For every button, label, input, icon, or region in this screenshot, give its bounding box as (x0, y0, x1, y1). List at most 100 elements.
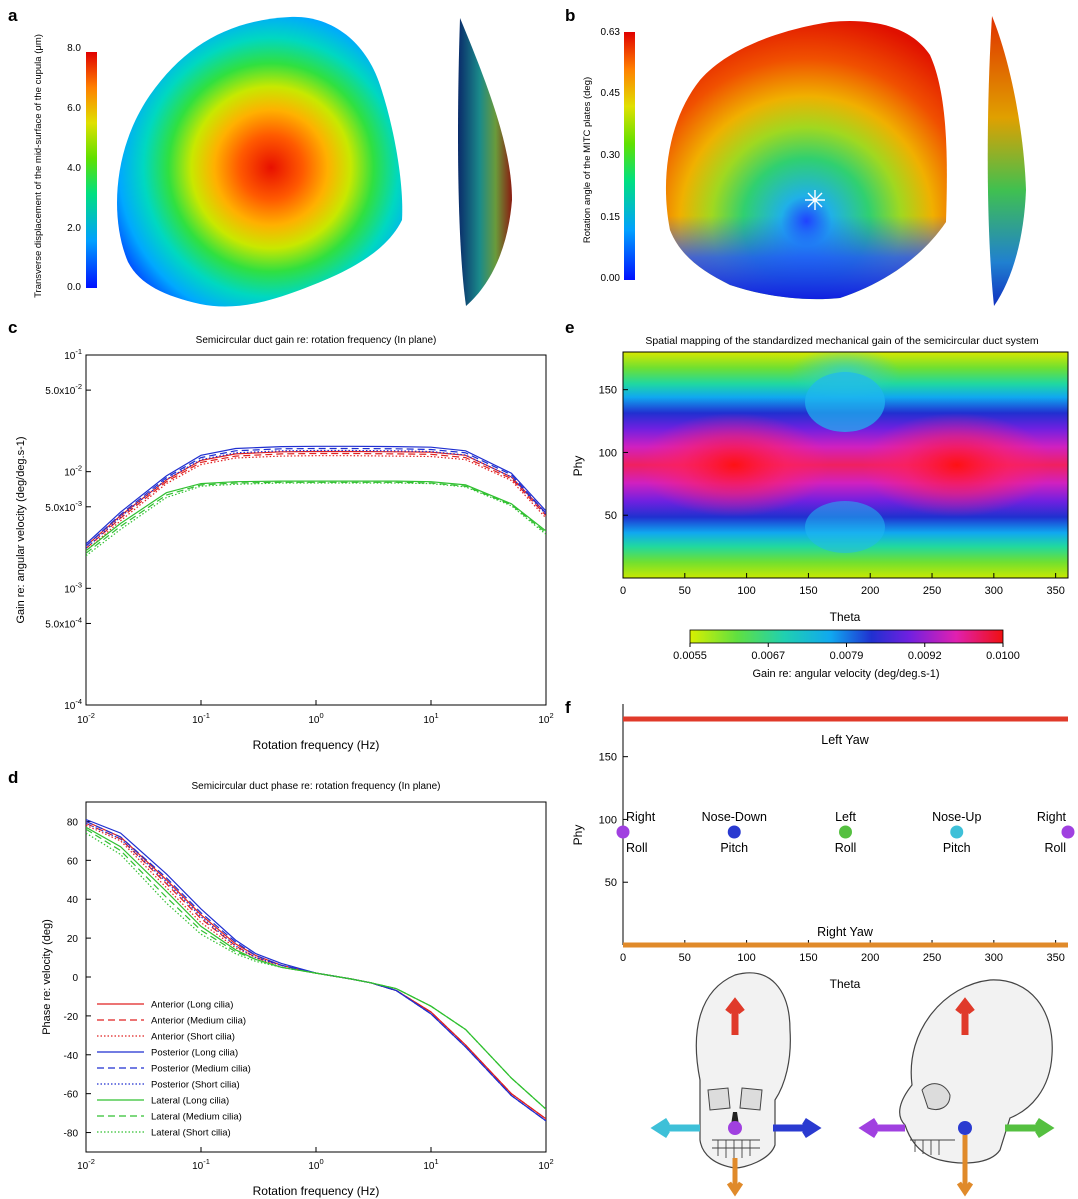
chart-c-xtick-label: 101 (423, 711, 438, 726)
heatmap-bottom-dip (805, 501, 885, 553)
heatmap-maximum (639, 413, 830, 517)
colorbar-e-label: Gain re: angular velocity (deg/deg.s-1) (752, 668, 939, 680)
chart-f-ticks: 0 50 100 150 200 250 300 350 150 100 50 (599, 752, 1065, 964)
arrow-right-icon (1005, 1118, 1055, 1138)
chart-d-ytick-label: -40 (64, 1051, 79, 1062)
skull-front-teeth (712, 1139, 760, 1160)
colorbar-e-tick-label: 0.0079 (830, 650, 864, 662)
colorbar-e (689, 629, 1004, 644)
chart-e-ytick-label: 150 (599, 385, 617, 397)
chart-d-series-line (86, 832, 546, 1110)
arrow-down-icon (956, 1135, 974, 1197)
chart-c-ytick-label: 5.0x10-3 (45, 499, 82, 514)
rotation-center-marker (805, 190, 825, 210)
chart-c-ytick-label: 5.0x10-4 (45, 615, 82, 630)
chart-c-ytick-label: 5.0x10-2 (45, 382, 82, 397)
arrow-up-icon (725, 997, 745, 1035)
chart-e-ylabel: Phy (571, 456, 585, 477)
skull-front-icon (650, 972, 822, 1197)
panel-letter-b: b (565, 6, 576, 25)
chart-d-xtick-label: 100 (308, 1157, 323, 1172)
colorbar-b-tick: 0.45 (601, 88, 621, 99)
chart-f-xtick-label: 50 (679, 952, 691, 964)
chart-d-series (86, 818, 546, 1122)
cupula-side-view (458, 18, 512, 306)
rotation-axis-point (950, 825, 964, 839)
colorbar-b-tick: 0.30 (601, 150, 621, 161)
chart-d-ytick-label: -20 (64, 1012, 79, 1023)
panel-b: 0.63 0.45 0.30 0.15 0.00 Rotation angle … (582, 16, 1026, 306)
rotation-axis-dot (958, 1121, 972, 1135)
chart-f-xtick-label: 250 (923, 952, 941, 964)
chart-d-series-line (86, 822, 546, 1120)
colorbar-a-tick: 0.0 (67, 282, 81, 293)
chart-e-ytick-label: 50 (605, 510, 617, 522)
panel-f: 0 50 100 150 200 250 300 350 150 100 50 Left Yaw R… (571, 704, 1075, 991)
chart-f-xlabel: Theta (830, 977, 861, 991)
chart-f-xtick-label: 200 (861, 952, 879, 964)
chart-f-ylabel: Phy (571, 825, 585, 846)
chart-c-series-line (86, 452, 546, 549)
chart-d-ytick-label: 80 (67, 817, 79, 828)
chart-d-ylabel: Phase re: velocity (deg) (41, 919, 53, 1035)
panel-letter-d: d (8, 768, 19, 787)
left-yaw-label: Left Yaw (821, 733, 869, 747)
chart-e-xtick-label: 200 (861, 585, 879, 597)
colorbar-a-label: Transverse displacement of the mid-surfa… (33, 34, 44, 298)
colorbar-a-tick: 2.0 (67, 223, 81, 234)
legend-entry: Anterior (Short cilia) (151, 1032, 235, 1043)
rotation-axis-label: Roll (626, 841, 648, 855)
chart-c-series-line (86, 455, 546, 552)
chart-e-xlabel: Theta (830, 610, 861, 624)
legend-entry: Anterior (Long cilia) (151, 1000, 233, 1011)
skull-side-orbit (921, 1083, 951, 1110)
skull-front-orbits (707, 1087, 763, 1111)
chart-d-series-line (86, 822, 546, 1122)
colorbar-e-tick-label: 0.0067 (751, 650, 785, 662)
chart-c-series-line (86, 447, 546, 547)
chart-d-ytick-label: -60 (64, 1090, 79, 1101)
chart-f-xtick-label: 150 (799, 952, 817, 964)
right-yaw-label: Right Yaw (817, 925, 874, 939)
chart-d-xtick-label: 10-2 (77, 1157, 95, 1172)
chart-f-xtick-label: 0 (620, 952, 626, 964)
chart-c-series (86, 445, 546, 557)
chart-d-ytick-label: 40 (67, 895, 79, 906)
arrow-left-icon (858, 1118, 905, 1138)
cupula-displacement-map (117, 16, 403, 307)
cupula-rotation-side-view (987, 16, 1026, 306)
legend-entry: Lateral (Medium cilia) (151, 1112, 242, 1123)
chart-c-ylabel: Gain re: angular velocity (deg/deg.s-1) (15, 436, 27, 623)
chart-e-heatmap (623, 352, 1068, 578)
rotation-axis-label: Right (1037, 810, 1067, 824)
rotation-axis-dot (728, 1121, 742, 1135)
legend-entry: Posterior (Short cilia) (151, 1080, 240, 1091)
chart-c-xlabel: Rotation frequency (Hz) (253, 738, 380, 752)
arrow-up-icon (955, 997, 975, 1035)
chart-d-xtick-label: 101 (423, 1157, 438, 1172)
chart-f-ytick-label: 150 (599, 752, 617, 764)
chart-c-yticks: 10-1 5.0x10-2 10-2 5.0x10-3 10-3 5.0x10-4 10-4 (45, 347, 91, 712)
chart-f-points: Right Roll Nose-Down Pitch Left Roll Nose-Up Pi… (616, 810, 1075, 855)
rotation-axis-label: Roll (1044, 841, 1066, 855)
panel-letter-a: a (8, 6, 18, 25)
chart-c-series-line (86, 449, 546, 549)
chart-d-yticks: 80 60 40 20 0 -20 -40 -60 -80 (64, 817, 91, 1140)
panel-letter-e: e (565, 318, 575, 337)
rotation-axis-point (727, 825, 741, 839)
chart-f-xtick-label: 350 (1046, 952, 1064, 964)
chart-e-title: Spatial mapping of the standardized mech… (645, 335, 1039, 347)
skull-front-outline (695, 972, 791, 1169)
chart-e-xtick-label: 300 (985, 585, 1003, 597)
rotation-axis-point (839, 825, 852, 839)
panel-d: Semicircular duct phase re: rotation fre… (41, 781, 554, 1198)
rotation-axis-label: Nose-Up (932, 810, 981, 824)
chart-c-xtick-label: 100 (308, 711, 323, 726)
chart-c-series-line (86, 481, 546, 554)
chart-d-xtick-label: 102 (538, 1157, 553, 1172)
chart-c-ytick-label: 10-2 (64, 464, 82, 479)
panel-c: Semicircular duct gain re: rotation freq… (15, 335, 554, 752)
chart-c-series-line (86, 450, 546, 547)
chart-c-frame (85, 354, 547, 706)
